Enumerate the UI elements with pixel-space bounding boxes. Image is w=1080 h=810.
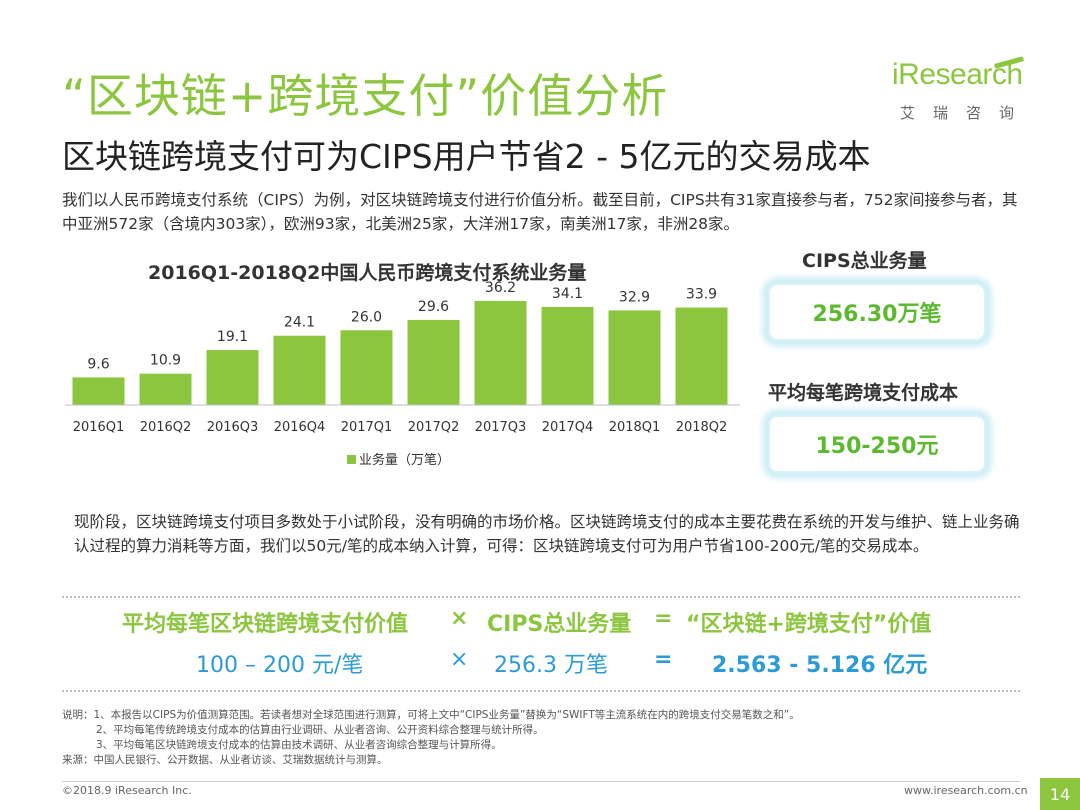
avg-cost-label: 平均每笔跨境支付成本 [768,382,959,404]
category-label-2016Q3: 2016Q3 [207,420,259,435]
value-label-2016Q2: 10.9 [150,353,181,369]
formula-value-unit: 100 – 200 元/笔 [196,653,364,678]
category-label-2017Q1: 2017Q1 [341,420,393,435]
cips-total-value: 256.30万笔 [812,302,942,327]
chart-legend: 业务量（万笔） [347,452,450,468]
footer-divider [62,781,1020,782]
bar-2016Q2 [139,373,192,405]
value-label-2018Q2: 33.9 [686,287,717,303]
bar-2018Q2 [675,307,728,405]
copyright-text: ©2018.9 iResearch Inc. [62,784,192,797]
formula-equals-sign-2: = [654,647,673,672]
iresearch-logo: iResearch 艾瑞咨询 [890,56,1040,128]
value-label-2016Q1: 9.6 [87,356,109,372]
page-title: “区块链+跨境支付”价值分析 [62,69,669,123]
bar-2017Q3 [474,300,527,405]
chart-title: 2016Q1-2018Q2中国人民币跨境支付系统业务量 [148,262,587,284]
page-number: 14 [1040,778,1080,810]
formula-term-total-volume: CIPS总业务量 [487,612,632,637]
category-label-2018Q2: 2018Q2 [676,420,728,435]
formula-times-sign: × [450,606,469,631]
logo-brand-cn: 艾瑞咨询 [900,104,1033,122]
value-label-2018Q1: 32.9 [619,289,650,305]
formula-value-result: 2.563 - 5.126 亿元 [712,653,928,678]
cips-total-box: 256.30万笔 [768,283,986,341]
formula-times-sign-2: × [450,647,469,672]
avg-cost-value: 150-250元 [815,434,939,459]
value-label-2017Q2: 29.6 [418,299,449,315]
category-label-2017Q4: 2017Q4 [542,420,594,435]
note-line-1: 说明：1、本报告以CIPS为价值测算范围。若读者想对全球范围进行测算，可将上文中… [62,709,800,721]
analysis-paragraph: 现阶段，区块链跨境支付项目多数处于小试阶段，没有明确的市场价格。区块链跨境支付的… [74,513,1020,555]
formula-equals-sign: = [654,606,673,631]
value-label-2017Q4: 34.1 [552,286,583,302]
category-label-2017Q2: 2017Q2 [408,420,460,435]
legend-swatch [347,455,356,464]
notes-block: 说明：1、本报告以CIPS为价值测算范围。若读者想对全球范围进行测算，可将上文中… [62,708,800,768]
category-label-2016Q4: 2016Q4 [274,420,326,435]
bar-2016Q3 [206,350,259,405]
value-label-2017Q3: 36.2 [485,280,516,296]
value-label-2016Q4: 24.1 [284,315,315,331]
formula-term-unit-value: 平均每笔区块链跨境支付价值 [122,612,409,637]
bar-2017Q1 [340,330,393,405]
category-label-2016Q1: 2016Q1 [73,420,125,435]
value-label-2016Q3: 19.1 [217,329,248,345]
cips-total-label: CIPS总业务量 [802,250,927,272]
avg-cost-box: 150-250元 [768,415,986,473]
bar-2016Q1 [72,377,125,405]
formula-value-volume: 256.3 万笔 [494,653,608,678]
value-label-2017Q1: 26.0 [351,309,382,325]
note-source-line: 来源：中国人民银行、公开数据、从业者访谈、艾瑞数据统计与测算。 [62,754,388,766]
page-subtitle: 区块链跨境支付可为CIPS用户节省2 - 5亿元的交易成本 [62,137,871,176]
website-link[interactable]: www.iresearch.com.cn [904,784,1028,797]
labels-group: 9.6 2016Q1 10.9 2016Q2 19.1 2016Q3 24.1 2016Q4 2… [73,280,728,435]
note-line-2: 2、平均每笔传统跨境支付成本的估算由行业调研、从业者咨询、公开资料综合整理与统计… [96,724,544,736]
bar-2017Q4 [541,306,594,405]
note-line-3: 3、平均每笔区块链跨境支付成本的估算由技术调研、从业者咨询综合整理与计算所得。 [96,739,502,751]
bar-2017Q2 [407,319,460,405]
category-label-2017Q3: 2017Q3 [475,420,527,435]
category-label-2018Q1: 2018Q1 [609,420,661,435]
bar-2018Q1 [608,310,661,405]
business-volume-bar-chart: 9.6 2016Q1 10.9 2016Q2 19.1 2016Q3 24.1 2016Q4 2… [65,280,740,468]
formula-bottom-divider [62,690,1020,692]
formula-term-result: “区块链+跨境支付”价值 [686,612,932,637]
bars-group [72,300,728,405]
legend-label: 业务量（万笔） [359,452,450,468]
category-label-2016Q2: 2016Q2 [140,420,192,435]
formula-top-divider [62,596,1020,598]
bar-2016Q4 [273,335,326,405]
intro-paragraph: 我们以人民币跨境支付系统（CIPS）为例，对区块链跨境支付进行价值分析。截至目前… [62,191,1018,233]
